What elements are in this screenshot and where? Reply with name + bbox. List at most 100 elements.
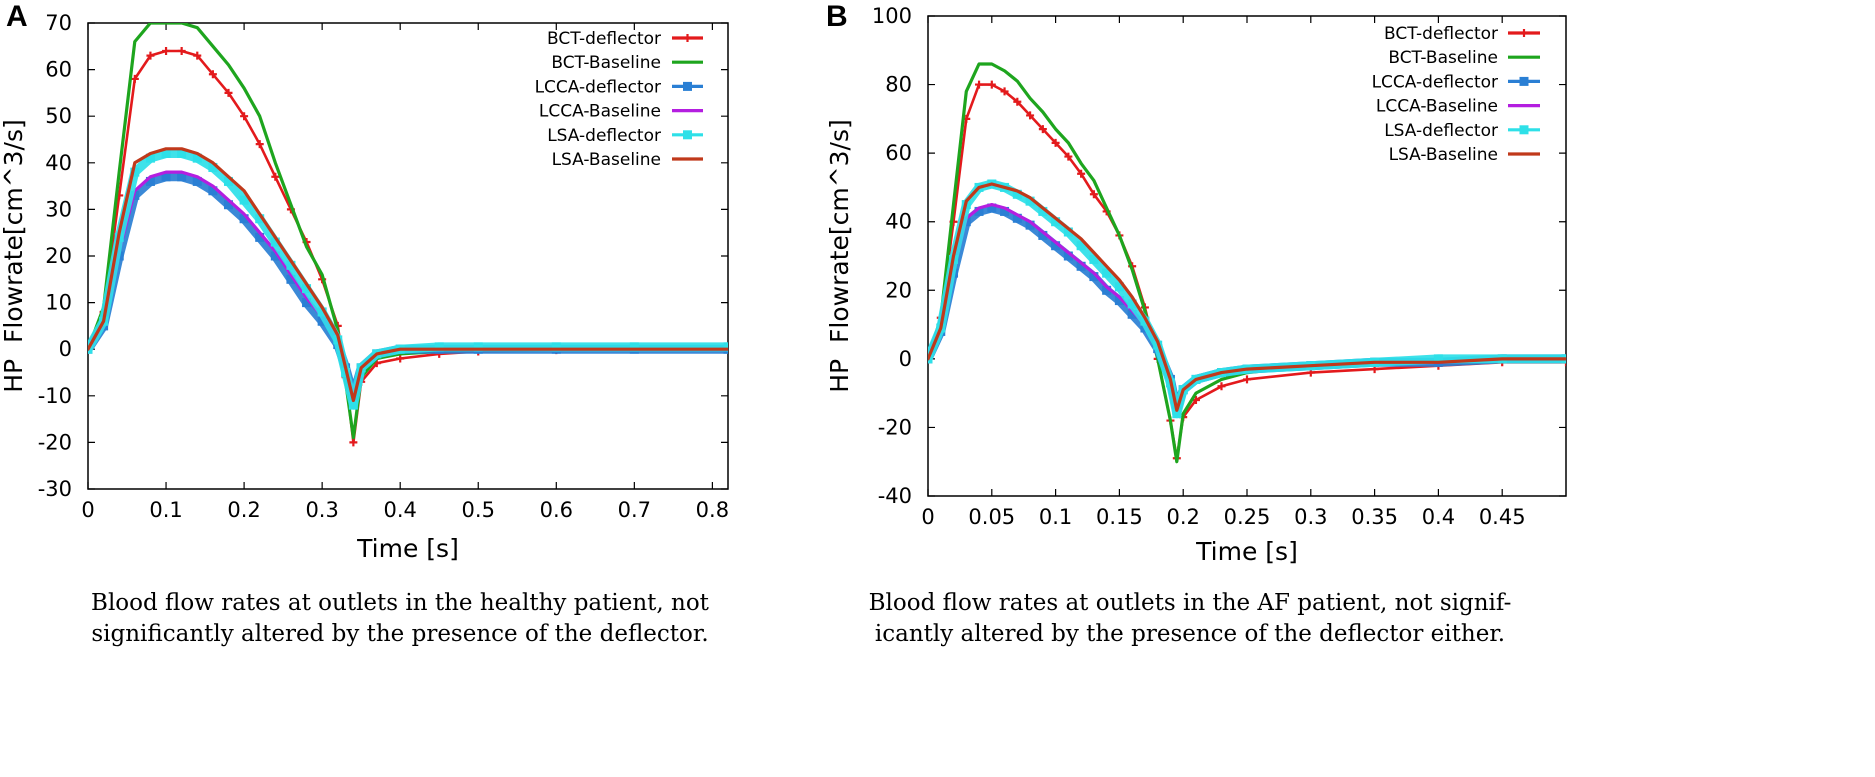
y-tick-label: 80 <box>885 73 912 97</box>
x-tick-label: 0.35 <box>1351 505 1398 529</box>
data-point-lcca-deflector <box>239 214 249 224</box>
y-tick-label: -20 <box>878 415 912 439</box>
y-tick-label: 30 <box>45 197 72 221</box>
data-point-bct-deflector <box>208 70 217 79</box>
legend-marker-lsa-deflector <box>683 130 692 140</box>
y-tick-label: 40 <box>885 210 912 234</box>
data-point-bct-deflector <box>224 88 233 97</box>
data-point-lcca-deflector <box>286 274 296 284</box>
data-point-lsa-deflector <box>1140 316 1150 326</box>
y-tick-label: 50 <box>45 104 72 128</box>
data-point-bct-deflector <box>1217 382 1226 391</box>
y-tick-label: 20 <box>885 278 912 302</box>
data-point-lsa-deflector <box>1051 217 1061 227</box>
y-tick-label: 60 <box>885 141 912 165</box>
data-point-bct-deflector <box>1000 87 1009 96</box>
data-point-lsa-deflector <box>928 354 933 364</box>
data-point-lsa-deflector <box>473 342 483 352</box>
series-line-lcca-baseline <box>88 170 728 398</box>
chart-panel-a: A -30 -20 -10 0 10 20 30 40 50 60 70 0 0.1 0.2 0.3 0.4 0.… <box>0 0 729 563</box>
data-point-bct-deflector <box>349 438 358 447</box>
panel-letter-a: A <box>6 0 28 33</box>
data-point-lcca-deflector <box>177 172 187 182</box>
data-point-lcca-deflector <box>1127 309 1137 319</box>
legend-label-lcca-baseline: LCCA-Baseline <box>1376 97 1498 117</box>
x-tick-label: 0.6 <box>540 498 573 522</box>
data-point-lcca-deflector <box>192 176 202 186</box>
data-point-bct-deflector <box>271 172 280 181</box>
data-point-lsa-deflector <box>629 342 639 352</box>
data-point-bct-deflector <box>193 51 202 60</box>
data-point-lcca-deflector <box>1089 272 1099 282</box>
data-point-lsa-deflector <box>1076 241 1086 251</box>
data-point-lsa-deflector <box>302 284 312 294</box>
x-tick-label: 0 <box>81 498 94 522</box>
series-group-b <box>928 62 1566 464</box>
x-axis-label-b: Time [s] <box>1195 537 1298 566</box>
x-tick-label: 0.7 <box>618 498 651 522</box>
legend-label-lcca-deflector: LCCA-deflector <box>1372 72 1498 92</box>
data-point-lcca-deflector <box>161 172 171 182</box>
caption-panel-b: Blood flow rates at outlets in the AF pa… <box>810 588 1570 650</box>
data-point-bct-deflector <box>1089 190 1098 199</box>
y-tick-label: -40 <box>878 484 912 508</box>
legend-label-bct-baseline: BCT-Baseline <box>1388 48 1498 68</box>
data-point-lsa-deflector <box>161 148 171 158</box>
series-group-a <box>88 23 728 447</box>
legend-label-bct-deflector: BCT-deflector <box>1384 24 1498 44</box>
data-point-lcca-deflector <box>208 186 218 196</box>
x-axis-label-a: Time [s] <box>356 534 459 563</box>
data-point-bct-deflector <box>1243 375 1251 384</box>
data-point-lsa-deflector <box>223 176 233 186</box>
data-point-lsa-deflector <box>192 153 202 163</box>
x-tick-label: 0.4 <box>383 498 416 522</box>
data-point-lcca-deflector <box>223 200 233 210</box>
x-tick-label: 0.2 <box>227 498 260 522</box>
data-point-lsa-deflector <box>348 400 358 410</box>
data-point-lsa-deflector <box>1102 268 1112 278</box>
x-tick-label: 0.15 <box>1096 505 1143 529</box>
data-point-lcca-deflector <box>1076 261 1086 271</box>
data-point-lsa-deflector <box>208 162 218 172</box>
data-point-lsa-deflector <box>130 167 140 177</box>
data-point-bct-deflector <box>255 140 264 149</box>
data-point-lsa-deflector <box>1038 206 1048 216</box>
data-point-bct-deflector <box>1051 138 1060 147</box>
data-point-lsa-deflector <box>434 342 444 352</box>
panel-letter-b: B <box>826 0 848 33</box>
data-point-lcca-deflector <box>1051 241 1061 251</box>
legend-marker-lsa-deflector <box>1519 125 1529 135</box>
legend-marker-lcca-deflector <box>1519 76 1529 86</box>
data-point-lsa-deflector <box>255 214 265 224</box>
data-point-bct-deflector <box>975 80 984 89</box>
legend-label-lsa-deflector: LSA-deflector <box>547 126 661 146</box>
y-tick-label: 20 <box>45 244 72 268</box>
legend-marker-bct-deflector <box>1520 29 1528 37</box>
data-point-bct-deflector <box>240 112 249 121</box>
data-point-lcca-deflector <box>1000 206 1010 216</box>
legend-marker-lcca-deflector <box>683 81 692 91</box>
data-point-bct-deflector <box>130 74 139 83</box>
data-point-bct-deflector <box>987 80 996 89</box>
chart-panel-b: B -40 -20 0 20 40 60 80 100 0 0.05 0.1 0.15 0.2 0.25 0.… <box>825 0 1567 566</box>
data-point-lsa-deflector <box>177 148 187 158</box>
x-tick-label: 0.5 <box>462 498 495 522</box>
data-point-lsa-deflector <box>1025 196 1035 206</box>
x-tick-label: 0.45 <box>1479 505 1526 529</box>
y-tick-label: 70 <box>45 11 72 35</box>
y-tick-label: -30 <box>38 477 72 501</box>
x-tick-label: 0.1 <box>1039 505 1072 529</box>
data-point-lsa-deflector <box>551 342 561 352</box>
data-point-bct-deflector <box>146 51 155 60</box>
caption-a-line-1: Blood flow rates at outlets in the healt… <box>91 590 709 616</box>
data-point-lcca-deflector <box>987 203 997 213</box>
data-point-lcca-deflector <box>1025 220 1035 230</box>
data-point-lcca-deflector <box>302 298 312 308</box>
data-point-lsa-deflector <box>88 344 93 354</box>
x-tick-label: 0.05 <box>968 505 1015 529</box>
series-line-lsa-deflector <box>88 149 728 410</box>
x-tick-label: 0.4 <box>1422 505 1455 529</box>
x-tick-label: 0.2 <box>1166 505 1199 529</box>
data-point-bct-deflector <box>1064 152 1073 161</box>
x-tick-label: 0.25 <box>1224 505 1271 529</box>
